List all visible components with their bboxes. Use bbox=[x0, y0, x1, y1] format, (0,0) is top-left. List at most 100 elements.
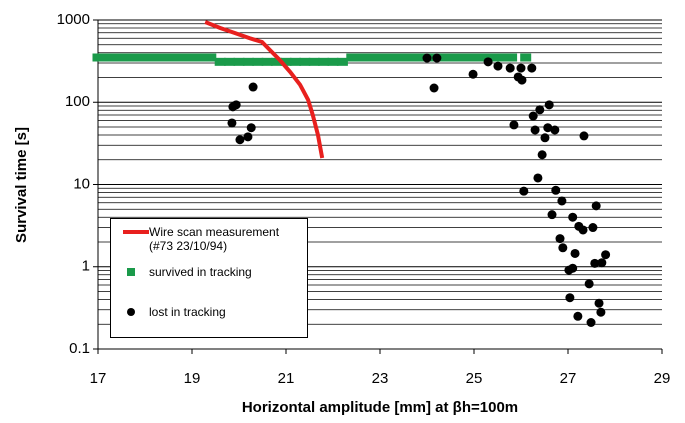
legend-label: lost in tracking bbox=[149, 305, 226, 319]
survived-marker bbox=[101, 53, 113, 62]
lost-marker bbox=[544, 100, 554, 110]
survived-marker bbox=[252, 57, 264, 66]
survived-marker bbox=[205, 53, 217, 62]
lost-marker bbox=[422, 53, 432, 63]
survived-marker bbox=[506, 53, 518, 62]
lost-marker bbox=[601, 250, 611, 260]
survived-marker bbox=[299, 57, 311, 66]
survived-marker bbox=[148, 53, 160, 62]
survived-marker bbox=[355, 53, 367, 62]
y-axis-label: Survival time [s] bbox=[13, 127, 30, 243]
survived-marker bbox=[393, 53, 405, 62]
survived-marker bbox=[327, 57, 339, 66]
lost-marker bbox=[568, 263, 578, 273]
survived-marker bbox=[195, 53, 207, 62]
survived-marker bbox=[271, 57, 283, 66]
lost-marker bbox=[570, 248, 580, 258]
survived-marker bbox=[402, 53, 414, 62]
x-tick-label: 23 bbox=[372, 370, 389, 387]
lost-marker bbox=[243, 132, 253, 142]
survived-marker bbox=[289, 57, 301, 66]
survived-marker bbox=[520, 53, 532, 62]
lost-marker bbox=[527, 63, 537, 73]
wire-scan-line bbox=[204, 20, 325, 159]
lost-marker bbox=[578, 225, 588, 235]
survived-marker bbox=[468, 53, 480, 62]
survived-marker bbox=[186, 53, 198, 62]
survived-marker bbox=[280, 57, 292, 66]
survived-marker bbox=[477, 53, 489, 62]
lost-marker bbox=[547, 210, 557, 220]
legend-label: Wire scan measurement (#73 23/10/94) bbox=[149, 225, 280, 253]
lost-marker bbox=[550, 125, 560, 135]
y-tick-label: 1 bbox=[82, 258, 90, 275]
lost-marker bbox=[543, 123, 553, 133]
x-tick-label: 27 bbox=[560, 370, 577, 387]
survived-marker bbox=[383, 53, 395, 62]
lost-marker bbox=[596, 307, 606, 317]
survived-marker bbox=[242, 57, 254, 66]
lost-marker bbox=[551, 185, 561, 195]
x-tick-label: 17 bbox=[90, 370, 107, 387]
lost-marker bbox=[517, 75, 527, 85]
lost-marker bbox=[558, 243, 568, 253]
legend-item: lost in tracking bbox=[119, 305, 299, 319]
lost-marker bbox=[591, 201, 601, 211]
survived-marker bbox=[487, 53, 499, 62]
lost-marker bbox=[246, 123, 256, 133]
lost-marker bbox=[533, 173, 543, 183]
lost-marker bbox=[235, 135, 245, 145]
lost-marker bbox=[429, 83, 439, 93]
survived-marker bbox=[496, 53, 508, 62]
lost-marker bbox=[530, 125, 540, 135]
lost-marker bbox=[516, 63, 526, 73]
lost-marker bbox=[588, 223, 598, 233]
lost-marker bbox=[248, 82, 258, 92]
survived-marker bbox=[459, 53, 471, 62]
lost-marker bbox=[509, 120, 519, 130]
lost-marker bbox=[505, 63, 515, 73]
survived-marker bbox=[224, 57, 236, 66]
lost-marker bbox=[528, 111, 538, 121]
lost-marker bbox=[227, 118, 237, 128]
lost-marker bbox=[468, 69, 478, 79]
survived-marker bbox=[412, 53, 424, 62]
x-tick-label: 19 bbox=[184, 370, 201, 387]
legend-key bbox=[119, 265, 149, 279]
legend-item: Wire scan measurement (#73 23/10/94) bbox=[119, 225, 299, 253]
lost-marker bbox=[540, 133, 550, 143]
lost-marker bbox=[483, 57, 493, 67]
x-tick-label: 29 bbox=[654, 370, 671, 387]
survived-marker bbox=[139, 53, 151, 62]
y-tick-label: 0.1 bbox=[69, 340, 90, 357]
survived-marker bbox=[130, 53, 142, 62]
survived-marker bbox=[120, 53, 132, 62]
x-tick-label: 25 bbox=[466, 370, 483, 387]
lost-marker bbox=[557, 196, 567, 206]
survived-marker bbox=[346, 53, 358, 62]
lost-marker bbox=[519, 186, 529, 196]
survived-marker bbox=[111, 53, 123, 62]
survived-marker bbox=[233, 57, 245, 66]
survived-marker bbox=[261, 57, 273, 66]
survived-marker bbox=[440, 53, 452, 62]
lost-marker bbox=[568, 212, 578, 222]
survived-marker bbox=[214, 57, 226, 66]
legend-label: survived in tracking bbox=[149, 265, 252, 279]
survived-marker bbox=[365, 53, 377, 62]
x-axis-label: Horizontal amplitude [mm] at βh=100m bbox=[242, 399, 518, 416]
lost-marker bbox=[594, 298, 604, 308]
lost-marker bbox=[586, 317, 596, 327]
lost-marker bbox=[535, 105, 545, 115]
survived-marker bbox=[336, 57, 348, 66]
lost-marker bbox=[573, 311, 583, 321]
lost-marker bbox=[565, 293, 575, 303]
x-tick-label: 21 bbox=[278, 370, 295, 387]
lost-marker bbox=[555, 234, 565, 244]
survived-marker bbox=[177, 53, 189, 62]
survived-marker bbox=[374, 53, 386, 62]
survived-marker bbox=[158, 53, 170, 62]
survived-marker bbox=[308, 57, 320, 66]
legend: Wire scan measurement (#73 23/10/94) surv… bbox=[110, 218, 308, 338]
